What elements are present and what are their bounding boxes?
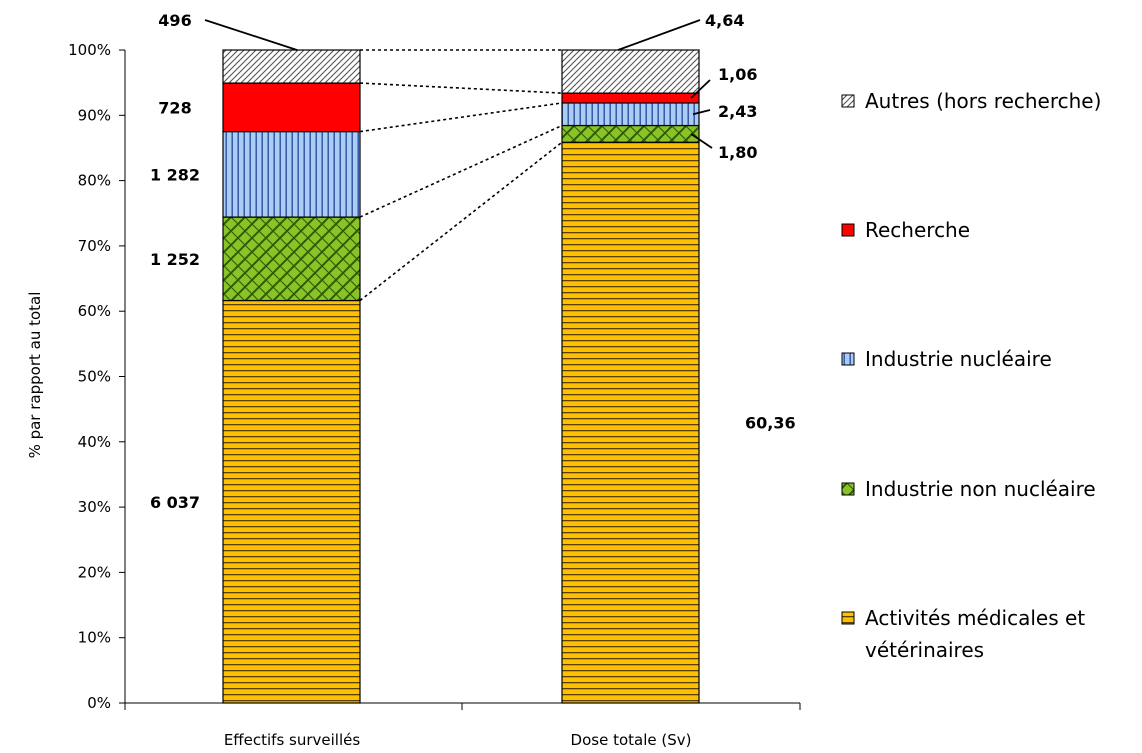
category-label: Effectifs surveillés xyxy=(224,731,361,749)
y-tick-label: 10% xyxy=(78,629,111,647)
connector-line xyxy=(359,124,563,218)
data-label: 728 xyxy=(158,98,191,117)
bar-segment xyxy=(222,216,361,302)
y-axis-label: % par rapport au total xyxy=(26,292,44,459)
legend-swatch xyxy=(841,94,855,108)
bar-segment xyxy=(222,49,361,84)
data-label: 1,06 xyxy=(718,65,757,84)
bar-segment xyxy=(561,141,700,704)
y-tick-label: 50% xyxy=(78,368,111,386)
legend-swatch xyxy=(841,611,855,625)
data-label: 1,80 xyxy=(718,143,757,162)
data-label: 2,43 xyxy=(718,102,757,121)
legend-entry: Autres (hors recherche) xyxy=(865,89,1101,113)
legend-swatch xyxy=(841,223,855,237)
leader-line xyxy=(692,109,711,116)
y-tick-label: 40% xyxy=(78,433,111,451)
legend-entry: Industrie non nucléaire xyxy=(865,477,1096,501)
bar-segment xyxy=(222,131,361,218)
y-tick-label: 100% xyxy=(68,41,111,59)
y-tick-label: 30% xyxy=(78,498,111,516)
y-tick-label: 0% xyxy=(87,694,111,712)
y-tick-label: 90% xyxy=(78,106,111,124)
bar-segment xyxy=(222,82,361,133)
bar-segment xyxy=(561,102,700,127)
bars xyxy=(222,49,700,704)
leader-line xyxy=(690,133,713,149)
bar-segment xyxy=(561,49,700,94)
y-tick-label: 70% xyxy=(78,237,111,255)
bar-segment xyxy=(561,92,700,104)
legend-entry: Industrie nucléaire xyxy=(865,347,1052,371)
category-label: Dose totale (Sv) xyxy=(571,731,692,749)
data-labels: 6 037 1 252 1 282 728 496 60,36 1,80 2,43 1,06 4,… xyxy=(150,11,796,512)
category-labels: Effectifs surveillés Dose totale (Sv) xyxy=(224,731,692,749)
legend: Autres (hors recherche) Recherche Industri… xyxy=(841,89,1101,662)
y-tick-label: 20% xyxy=(78,563,111,581)
data-label: 6 037 xyxy=(150,493,200,512)
legend-swatch xyxy=(841,352,855,366)
connector-line xyxy=(359,141,563,302)
data-label: 1 252 xyxy=(150,250,200,269)
connector-lines xyxy=(359,49,563,302)
y-tick-label: 60% xyxy=(78,302,111,320)
data-label: 4,64 xyxy=(705,11,744,30)
y-tick-label: 80% xyxy=(78,172,111,190)
bar-segment xyxy=(561,124,700,143)
leader-lines xyxy=(204,19,713,149)
legend-entry: Activités médicales et vétérinaires xyxy=(865,606,1085,662)
connector-line xyxy=(359,82,563,94)
connector-line xyxy=(359,102,563,133)
leader-line xyxy=(204,19,298,51)
leader-line xyxy=(690,79,711,99)
data-label: 496 xyxy=(158,11,191,30)
legend-entry: Recherche xyxy=(865,218,970,242)
data-label: 60,36 xyxy=(745,414,796,433)
leader-line xyxy=(617,19,701,51)
data-label: 1 282 xyxy=(150,165,200,184)
y-ticks: 0% 10% 20% 30% 40% 50% 60% 70% 80% 90% 100% xyxy=(68,41,125,712)
bar-segment xyxy=(222,299,361,704)
legend-swatch xyxy=(841,482,855,496)
